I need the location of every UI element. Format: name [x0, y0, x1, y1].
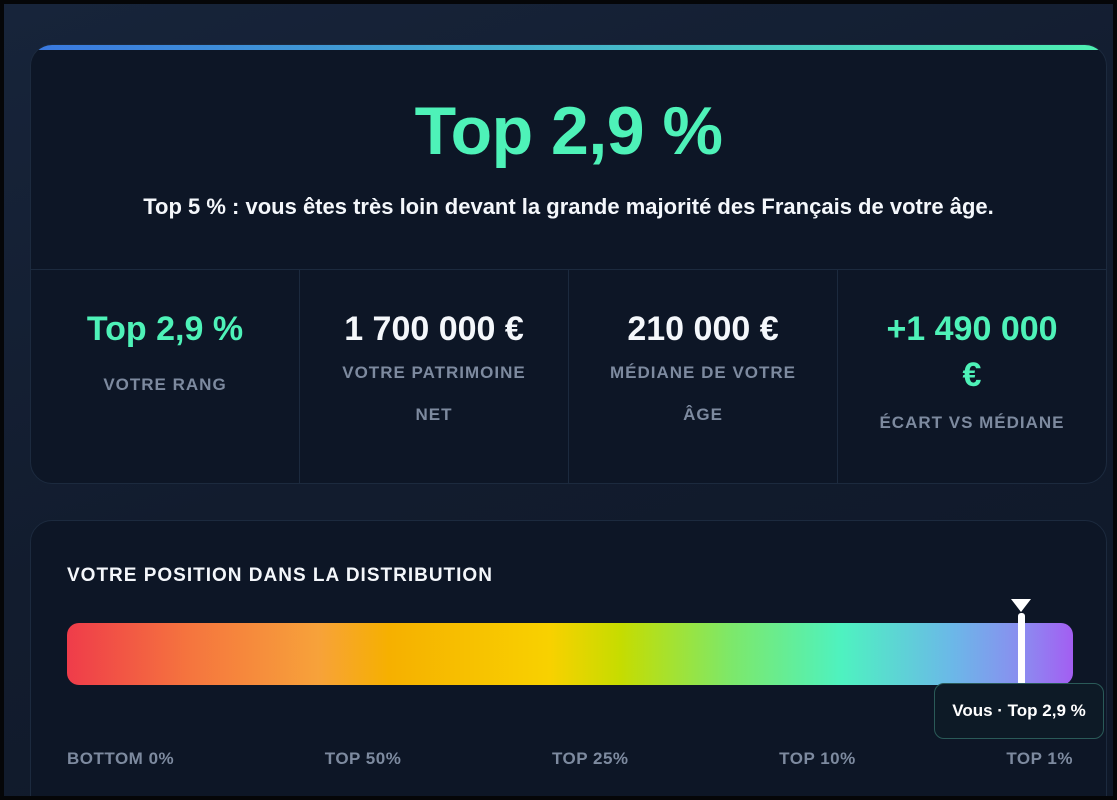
stat-net-worth: 1 700 000 € VOTRE PATRIMOINE NET — [300, 270, 569, 483]
scale-label-top-50: TOP 50% — [324, 749, 402, 768]
position-marker — [1018, 613, 1025, 695]
stat-median-label: MÉDIANE DE VOTRE ÂGE — [609, 363, 797, 424]
stat-net-worth-label: VOTRE PATRIMOINE NET — [342, 363, 526, 424]
hero-section: Top 2,9 % Top 5 % : vous êtes très loin … — [31, 45, 1106, 270]
distribution-gradient-bar — [67, 623, 1073, 685]
position-marker-arrow-icon — [1011, 599, 1031, 612]
stats-row: Top 2,9 % VOTRE RANG 1 700 000 € VOTRE P… — [31, 270, 1106, 483]
distribution-scale: BOTTOM 0% TOP 50% TOP 25% TOP 10% TOP 1% — [67, 749, 1073, 769]
scale-label-top-25: TOP 25% — [551, 749, 629, 768]
summary-card: Top 2,9 % Top 5 % : vous êtes très loin … — [30, 44, 1107, 484]
accent-bar — [31, 45, 1106, 50]
hero-rank-title: Top 2,9 % — [414, 93, 723, 169]
stat-net-worth-value: 1 700 000 € — [344, 310, 524, 348]
stat-rank-value: Top 2,9 % — [86, 310, 244, 348]
scale-label-top-1: TOP 1% — [1006, 749, 1073, 768]
stat-gap: +1 490 000 € ÉCART VS MÉDIANE — [838, 270, 1106, 483]
stat-gap-label: ÉCART VS MÉDIANE — [879, 413, 1065, 432]
stat-gap-value: +1 490 000 € — [886, 310, 1058, 394]
stat-rank: Top 2,9 % VOTRE RANG — [31, 270, 300, 483]
scale-label-top-10: TOP 10% — [779, 749, 856, 768]
distribution-title: VOTRE POSITION DANS LA DISTRIBUTION — [67, 565, 493, 586]
scale-label-bottom-0: BOTTOM 0% — [67, 749, 175, 768]
stat-rank-label: VOTRE RANG — [103, 375, 227, 394]
stat-median: 210 000 € MÉDIANE DE VOTRE ÂGE — [569, 270, 838, 483]
hero-subtitle: Top 5 % : vous êtes très loin devant la … — [143, 194, 994, 219]
stat-median-value: 210 000 € — [627, 310, 779, 348]
position-tooltip: Vous · Top 2,9 % — [934, 683, 1104, 739]
distribution-card: VOTRE POSITION DANS LA DISTRIBUTION Vous… — [30, 520, 1107, 796]
